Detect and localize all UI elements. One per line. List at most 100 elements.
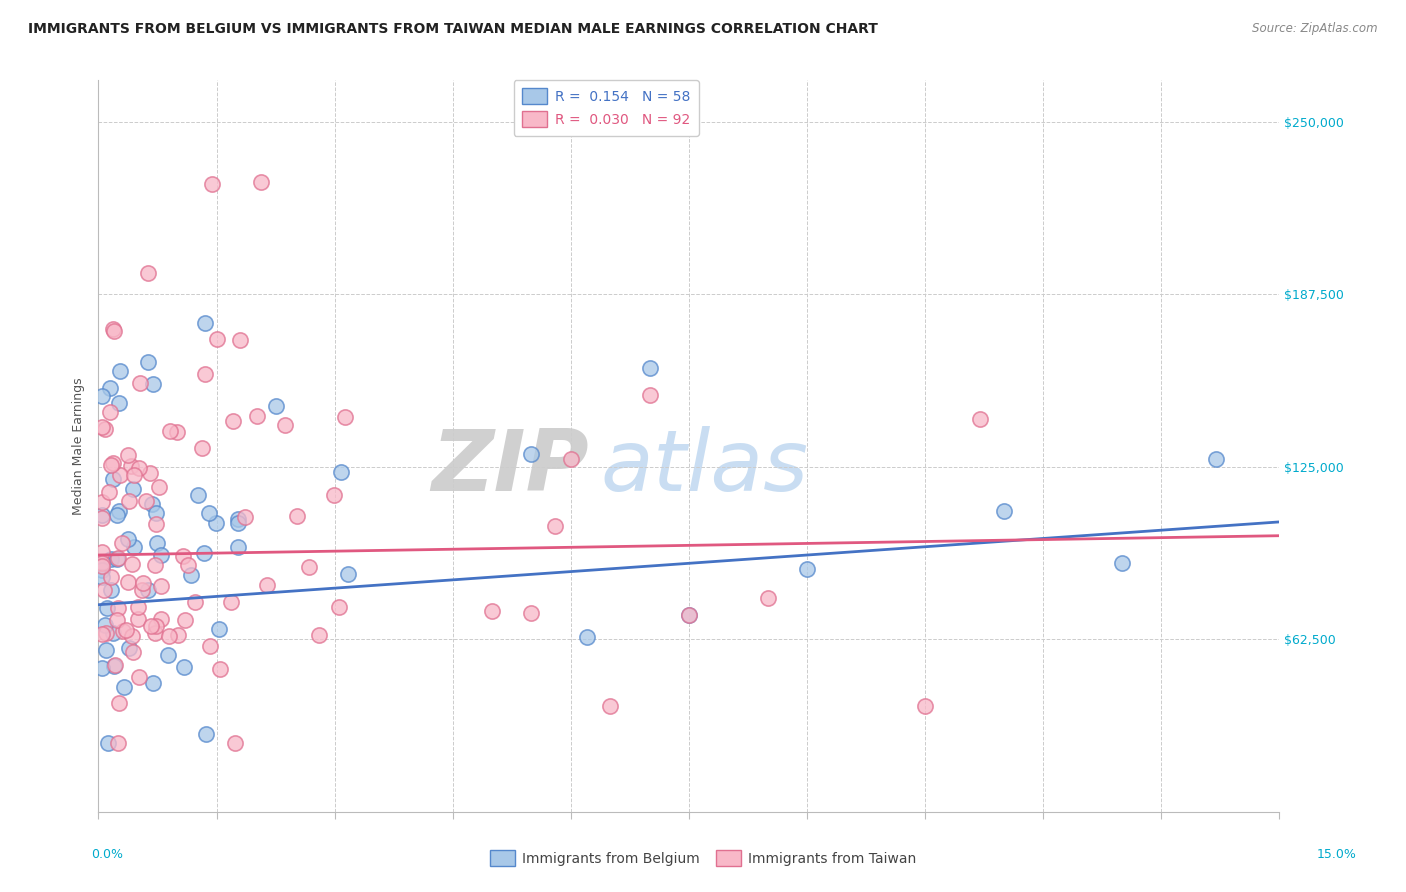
Point (969, 411, 991, 425)
Point (103, 626, 125, 640)
Point (97, 484, 120, 499)
Point (91, 556, 114, 570)
Point (91, 419, 114, 434)
Point (177, 558, 200, 573)
Point (105, 508, 128, 522)
Point (121, 557, 143, 571)
Point (107, 504, 129, 518)
Text: 15.0%: 15.0% (1317, 848, 1357, 861)
Point (1111, 557, 1133, 571)
Point (219, 595, 242, 609)
Point (136, 355, 159, 369)
Point (274, 418, 297, 433)
Point (91, 564, 114, 578)
Point (308, 628, 330, 642)
Point (159, 425, 181, 439)
Point (157, 629, 180, 643)
Point (100, 582, 122, 597)
Point (122, 468, 145, 483)
Point (224, 736, 246, 750)
Point (187, 488, 209, 502)
Point (329, 465, 352, 479)
Point (145, 619, 167, 633)
Point (122, 540, 145, 554)
Point (104, 658, 127, 673)
Point (150, 579, 173, 593)
Point (575, 631, 598, 645)
Point (100, 570, 122, 584)
Point (107, 697, 129, 711)
Point (98, 381, 121, 395)
Point (756, 591, 779, 606)
Point (103, 472, 125, 486)
Point (197, 507, 219, 521)
Point (120, 459, 142, 474)
Y-axis label: Median Male Earnings: Median Male Earnings (72, 377, 86, 515)
Point (111, 624, 134, 638)
Point (111, 536, 134, 550)
Point (107, 601, 129, 615)
Point (136, 267, 159, 281)
Point (91, 555, 114, 569)
Point (103, 658, 125, 673)
Point (110, 468, 132, 483)
Point (97, 736, 120, 750)
Point (127, 599, 149, 614)
Point (118, 493, 141, 508)
Text: atlas: atlas (600, 426, 808, 509)
Point (184, 595, 207, 609)
Point (91, 570, 114, 584)
Point (167, 628, 190, 642)
Point (201, 178, 224, 192)
Point (94, 617, 117, 632)
Point (328, 599, 350, 614)
Point (139, 467, 162, 481)
Point (117, 574, 139, 589)
Point (298, 560, 321, 574)
Point (638, 360, 661, 375)
Point (222, 414, 245, 428)
Point (93, 422, 115, 436)
Point (122, 482, 145, 496)
Point (208, 622, 231, 636)
Point (100, 458, 122, 472)
Point (128, 670, 150, 684)
Point (246, 409, 269, 423)
Point (285, 508, 308, 523)
Point (796, 562, 818, 576)
Legend: R =  0.154   N = 58, R =  0.030   N = 92: R = 0.154 N = 58, R = 0.030 N = 92 (513, 80, 699, 136)
Point (336, 567, 359, 582)
Point (481, 604, 503, 618)
Point (914, 698, 936, 713)
Point (150, 612, 173, 626)
Point (148, 480, 170, 494)
Point (128, 376, 150, 391)
Point (105, 552, 128, 566)
Point (150, 548, 173, 562)
Point (91, 545, 114, 559)
Point (157, 648, 180, 662)
Point (132, 575, 155, 590)
Point (118, 640, 141, 655)
Text: ZIP: ZIP (430, 426, 589, 509)
Point (94, 625, 117, 640)
Point (91, 660, 114, 674)
Point (128, 461, 150, 475)
Text: Source: ZipAtlas.com: Source: ZipAtlas.com (1253, 22, 1378, 36)
Point (208, 662, 231, 676)
Point (103, 324, 125, 338)
Point (108, 396, 131, 410)
Point (145, 516, 167, 531)
Point (101, 321, 124, 335)
Point (256, 578, 278, 592)
Point (91, 559, 114, 574)
Point (190, 441, 212, 455)
Point (112, 680, 135, 694)
Point (135, 494, 157, 508)
Point (520, 447, 543, 461)
Text: 0.0%: 0.0% (91, 848, 124, 861)
Point (172, 549, 194, 563)
Point (322, 488, 344, 502)
Point (1205, 451, 1227, 466)
Point (131, 582, 153, 597)
